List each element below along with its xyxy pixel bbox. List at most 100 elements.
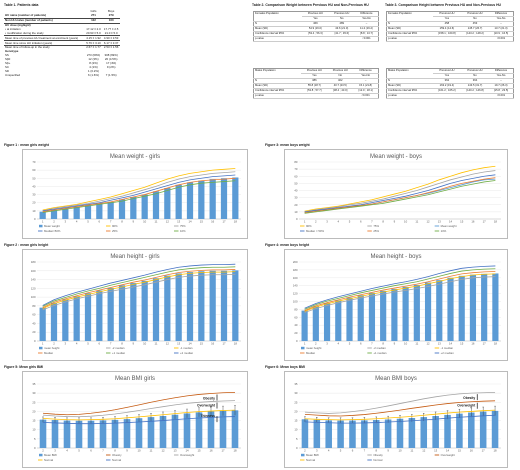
bar bbox=[492, 273, 499, 341]
bar bbox=[159, 416, 167, 448]
bar bbox=[63, 420, 71, 448]
legend-label: 10% bbox=[180, 229, 186, 233]
bar bbox=[87, 420, 95, 448]
column-subheader: Yes-No bbox=[354, 16, 379, 22]
table1-cell-label: • modification during the study bbox=[5, 30, 44, 35]
bar bbox=[380, 290, 387, 341]
bar bbox=[183, 413, 191, 448]
cell-value: 143.5 (31.7) bbox=[460, 83, 490, 89]
y-tick-label: 180 bbox=[31, 260, 36, 264]
legend-label: Median=50% bbox=[44, 229, 61, 233]
column-header: Previous HU bbox=[302, 11, 329, 17]
cell-value: [38.4 ; 43.0] bbox=[327, 88, 354, 94]
x-tick-label: 5 bbox=[340, 449, 342, 453]
x-tick-label: 6 bbox=[99, 220, 101, 224]
column-subheader: Yes-No bbox=[489, 16, 514, 22]
column-subheader: Yes-No bbox=[489, 73, 514, 79]
bar bbox=[118, 199, 126, 219]
series-line bbox=[304, 392, 496, 414]
x-tick-label: 10 bbox=[404, 342, 408, 346]
legend-label: +1 median bbox=[112, 351, 126, 355]
bar bbox=[479, 411, 487, 448]
table1-row: Sβ+ 8 (2%) 17 (4%) bbox=[4, 61, 120, 66]
bar bbox=[73, 206, 80, 219]
row-label: N bbox=[253, 78, 302, 84]
bar bbox=[231, 410, 239, 448]
x-tick-label: 5 bbox=[87, 220, 89, 224]
bar bbox=[51, 420, 59, 448]
bar bbox=[209, 179, 216, 219]
x-tick-label: 13 bbox=[177, 342, 181, 346]
annotation-label: Obesity bbox=[463, 396, 475, 400]
legend-label: mean height bbox=[306, 346, 322, 350]
y-tick-label: 80 bbox=[32, 304, 36, 308]
x-tick-label: 2 bbox=[53, 220, 55, 224]
bar bbox=[141, 280, 148, 341]
fig2-caption: Figure 2 : mean girls height bbox=[4, 243, 49, 247]
y-tick-label: 60 bbox=[32, 313, 36, 317]
y-tick-label: 70 bbox=[32, 160, 36, 164]
column-header: Difference bbox=[489, 11, 514, 17]
population-label: Males Population bbox=[253, 68, 302, 79]
row-label: Mean (SD) bbox=[253, 83, 302, 89]
bar bbox=[175, 273, 182, 341]
x-tick-label: 17 bbox=[222, 220, 226, 224]
bar bbox=[368, 292, 376, 341]
series-line bbox=[304, 271, 496, 311]
series-line bbox=[42, 273, 236, 311]
series-line bbox=[304, 174, 496, 213]
cell-value: 364 bbox=[460, 78, 490, 84]
x-tick-label: 13 bbox=[177, 220, 181, 224]
y-tick-label: 70 bbox=[294, 167, 298, 171]
y-tick-label: 20 bbox=[294, 331, 298, 335]
x-tick-label: 13 bbox=[173, 449, 177, 453]
legend-label: Median bbox=[44, 351, 54, 355]
fig6-caption: Figure 6: Mean boys BMI bbox=[265, 365, 305, 369]
legend-label: -2 median bbox=[112, 346, 125, 350]
cell-value: 489 bbox=[328, 21, 355, 27]
bar bbox=[402, 286, 409, 341]
x-tick-label: 11 bbox=[150, 449, 153, 453]
y-tick-label: 30 bbox=[294, 391, 298, 395]
x-tick-label: 18 bbox=[494, 220, 498, 224]
series-line bbox=[304, 165, 496, 212]
table1-col-girls: Girls bbox=[90, 9, 97, 14]
cmp-row: Mean (SD) 163.2 (19.4) 143.5 (31.7) 19.7 (2… bbox=[386, 83, 514, 89]
table1-row: • at initiation 17.12 ± 2.0 17.77 ± 2.5 bbox=[4, 27, 120, 32]
legend-label: -1 median bbox=[441, 346, 454, 350]
cmp-row: Mean (SD) 159.4 (14.6) 145.7 (26.7) 13.7 (2… bbox=[386, 26, 514, 32]
series-line bbox=[42, 271, 236, 309]
table1-row: Non HU-naïve (number of patients) 122 160 bbox=[4, 18, 120, 24]
cell-value: [15.8 ; 23.5] bbox=[489, 88, 514, 94]
y-tick-label: 200 bbox=[293, 260, 298, 264]
y-tick-label: 180 bbox=[293, 268, 298, 272]
bar bbox=[123, 419, 131, 448]
legend-label: 10% bbox=[441, 229, 447, 233]
row-label: Mean (SD) bbox=[386, 26, 433, 32]
table2-female: Females Population Previous HU Previous HU… bbox=[253, 11, 379, 42]
y-tick-label: 160 bbox=[293, 276, 298, 280]
cmp-subheader-row: Yes No Yes-No bbox=[254, 16, 379, 22]
x-tick-label: 15 bbox=[200, 342, 204, 346]
x-tick-label: 14 bbox=[188, 220, 192, 224]
cell-value bbox=[328, 36, 355, 42]
cmp-header-row: Females Population Previous HU Previous HU… bbox=[386, 11, 514, 22]
legend-label: 25% bbox=[373, 229, 379, 233]
table1-cell-boys: 2.53 ± 1.56 bbox=[102, 45, 120, 51]
table1-row: HU dose (mg/kg/d) bbox=[4, 23, 120, 27]
series-line bbox=[42, 409, 236, 421]
table1-cell-label: Unspecified bbox=[5, 72, 21, 77]
bar bbox=[62, 208, 69, 219]
bar bbox=[50, 210, 58, 219]
legend-swatch bbox=[301, 453, 305, 457]
bar bbox=[432, 416, 439, 448]
table3-female: Females Population Previous HU Previous HU… bbox=[386, 11, 514, 42]
y-tick-label: 60 bbox=[294, 174, 298, 178]
y-tick-label: 0 bbox=[296, 217, 298, 221]
column-subheader: No bbox=[328, 16, 355, 22]
bar bbox=[75, 420, 83, 448]
legend-label: Mean BMI bbox=[306, 453, 319, 457]
chart-title: Mean height - boys bbox=[370, 254, 421, 260]
x-tick-label: 10 bbox=[398, 449, 402, 453]
table1-cell-boys: 279 bbox=[102, 13, 120, 19]
